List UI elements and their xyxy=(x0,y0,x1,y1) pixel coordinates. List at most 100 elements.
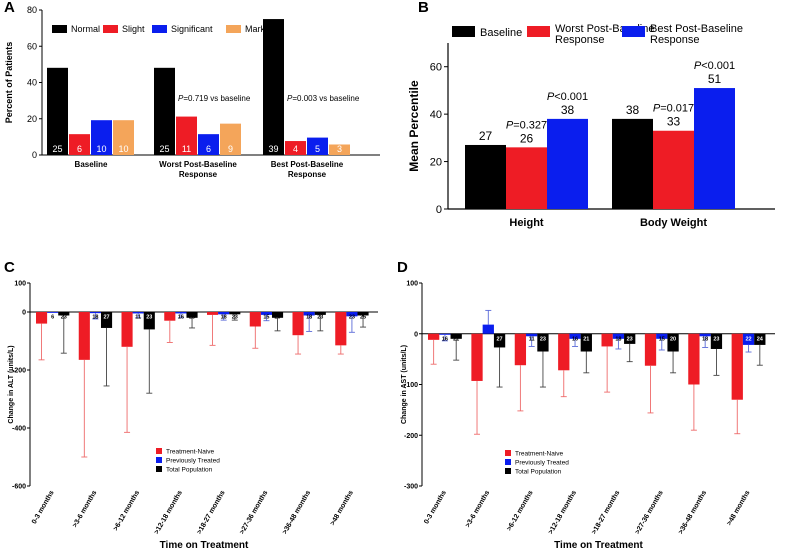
category-label-a: Response xyxy=(288,170,327,179)
bar-a xyxy=(47,67,68,155)
panel-label-d: D xyxy=(397,259,408,276)
bar-c xyxy=(121,312,133,347)
bar-count-c: 23 xyxy=(61,315,67,321)
y-tick-label-d: -200 xyxy=(404,433,418,440)
y-tick-label-c: 0 xyxy=(22,310,26,317)
bar-a xyxy=(198,134,219,155)
y-tick-label-d: 100 xyxy=(406,281,418,288)
bar-value-label-b: 51 xyxy=(708,72,722,86)
bar-d xyxy=(612,333,625,339)
p-letter: P xyxy=(178,94,184,103)
bar-count-a: 6 xyxy=(77,144,82,154)
bar-count-a: 11 xyxy=(182,144,191,154)
bar-c xyxy=(132,312,144,314)
category-label-d: >6-12 months xyxy=(506,489,535,532)
category-label-b: Height xyxy=(509,217,544,229)
y-axis-title-c: Change in ALT (units/L) xyxy=(8,345,15,423)
category-label-c: >48 months xyxy=(329,489,355,526)
p-annotation-b: P<0.001 xyxy=(694,60,735,72)
legend-swatch-b xyxy=(622,26,645,37)
bar-d xyxy=(644,333,657,366)
category-label-d: >3-6 months xyxy=(465,489,492,528)
bar-d xyxy=(493,333,506,348)
bar-a xyxy=(307,137,328,155)
bar-count-c: 18 xyxy=(306,315,312,321)
category-label-c: >36-48 months xyxy=(282,489,313,535)
x-axis-title-c: Time on Treatment xyxy=(160,540,249,550)
panel-a: A 0 20 40 60 80 Percent of Patients Normal Sligh… xyxy=(4,0,380,179)
bar-count-a: 9 xyxy=(228,144,233,154)
bar-count-d: 21 xyxy=(453,336,459,342)
bar-count-c: 16 xyxy=(178,315,184,321)
y-axis-title-a: Percent of Patients xyxy=(4,42,14,124)
bar-d xyxy=(558,333,570,371)
y-tick-label-b: 60 xyxy=(430,62,442,74)
category-label-d: >36-48 months xyxy=(678,489,709,535)
bar-c xyxy=(207,312,219,315)
bar-c xyxy=(260,312,272,315)
bar-value-label-b: 26 xyxy=(520,131,534,145)
legend-label-c: Previously Treated xyxy=(166,458,220,465)
bar-d xyxy=(742,333,755,345)
x-axis-title-d: Time on Treatment xyxy=(554,540,643,550)
y-tick-label-b: 20 xyxy=(430,157,442,169)
bar-c xyxy=(271,312,284,318)
category-label-c: >18-27 months xyxy=(196,489,227,535)
legend-label-b: Best Post-Baseline xyxy=(650,23,743,35)
legend-swatch-a xyxy=(103,25,118,33)
bar-d xyxy=(699,333,711,337)
bar-c xyxy=(89,312,101,314)
bar-count-a: 3 xyxy=(337,144,342,154)
bar-d xyxy=(731,333,743,400)
y-tick-label-c: -600 xyxy=(12,484,26,491)
bar-c xyxy=(303,312,315,316)
bar-b xyxy=(506,147,547,209)
bar-count-c: 18 xyxy=(221,315,227,321)
bar-d xyxy=(450,333,462,339)
p-value: =0.327 xyxy=(513,119,547,131)
bar-a xyxy=(285,141,306,155)
bar-d xyxy=(526,333,538,337)
panel-label-c: C xyxy=(4,259,15,276)
bar-d xyxy=(482,324,494,334)
bar-count-d: 16 xyxy=(442,336,448,342)
y-tick-label-a: 60 xyxy=(27,41,37,51)
p-value: <0.001 xyxy=(701,60,735,72)
bar-c xyxy=(249,312,261,327)
legend-label-b: Baseline xyxy=(480,27,522,39)
bar-c xyxy=(314,312,326,315)
bar-d xyxy=(439,333,451,335)
legend-label-d: Total Population xyxy=(515,469,562,476)
p-annotation-a: P=0.003 vs baseline xyxy=(287,94,360,103)
p-value: =0.003 vs baseline xyxy=(292,94,359,103)
legend-swatch-c xyxy=(156,448,162,454)
bar-b xyxy=(694,88,735,209)
category-label-a: Worst Post-Baseline xyxy=(159,160,237,169)
bar-count-d: 18 xyxy=(615,336,621,342)
bar-d xyxy=(580,333,592,352)
y-tick-label-b: 40 xyxy=(430,109,442,121)
bar-count-d: 22 xyxy=(745,336,751,342)
legend-swatch-a xyxy=(226,25,241,33)
y-tick-label-a: 20 xyxy=(27,114,37,124)
bar-count-c: 15 xyxy=(263,315,269,321)
legend-label-d: Previously Treated xyxy=(515,460,569,467)
category-label-c: 0-3 months xyxy=(31,489,56,525)
bar-count-c: 20 xyxy=(274,315,280,321)
y-tick-label-c: -400 xyxy=(12,426,26,433)
y-tick-label-a: 0 xyxy=(32,150,37,160)
category-label-c: >6-12 months xyxy=(112,489,141,532)
bar-count-d: 18 xyxy=(485,336,491,342)
bar-c xyxy=(78,312,90,360)
bar-c xyxy=(36,312,48,324)
bar-a xyxy=(220,123,241,155)
bar-c xyxy=(164,312,176,321)
bar-count-d: 23 xyxy=(713,336,719,342)
p-letter: P xyxy=(287,94,293,103)
bar-count-a: 4 xyxy=(293,144,298,154)
bar-d xyxy=(656,333,668,339)
bar-count-c: 23 xyxy=(232,315,238,321)
panel-label-b: B xyxy=(418,0,429,16)
